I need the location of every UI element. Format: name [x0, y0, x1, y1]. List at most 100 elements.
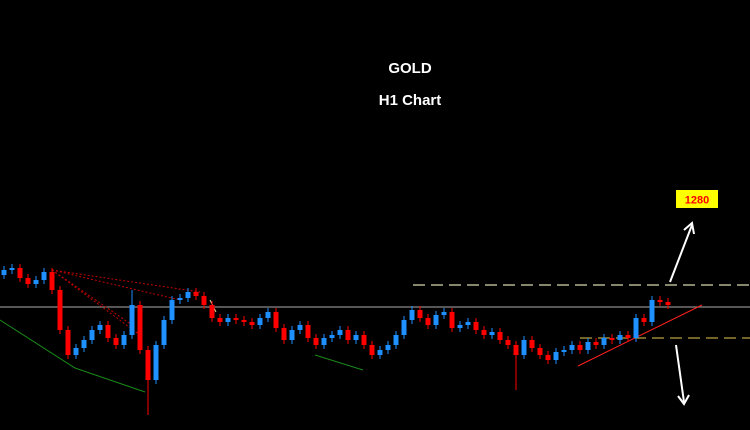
candle-body	[169, 300, 175, 320]
candle-body	[113, 338, 119, 345]
chart-subtitle: H1 Chart	[379, 92, 442, 109]
candle-body	[57, 290, 63, 330]
candle-body	[209, 305, 215, 318]
candle-body	[465, 322, 471, 325]
candle-body	[633, 318, 639, 338]
candle-body	[73, 348, 79, 355]
candle-body	[425, 318, 431, 325]
annotation-box	[676, 190, 718, 208]
candle-body	[145, 350, 151, 380]
candle-body	[433, 315, 439, 325]
candle-body	[329, 335, 335, 338]
fan-line	[51, 269, 181, 301]
candle-body	[569, 345, 575, 350]
candle-body	[601, 338, 607, 345]
down-arrow	[675, 344, 685, 403]
candle-body	[377, 350, 383, 355]
fan-lines	[51, 269, 201, 336]
candle-body	[609, 338, 615, 340]
candle-body	[449, 312, 455, 328]
candle-body	[489, 332, 495, 335]
candle-body	[409, 310, 415, 320]
arrow-head	[683, 221, 695, 235]
candle-body	[361, 335, 367, 345]
candle-body	[625, 335, 631, 338]
candle-body	[249, 322, 255, 325]
candle-body	[97, 325, 103, 330]
candle-body	[265, 312, 271, 318]
candle-body	[257, 318, 263, 325]
candle-body	[161, 320, 167, 345]
candle-body	[457, 325, 463, 328]
candle-body	[289, 330, 295, 340]
candle-body	[105, 325, 111, 338]
candle-body	[217, 318, 223, 322]
trendlines	[0, 269, 703, 393]
candle-body	[473, 322, 479, 330]
candle-body	[345, 330, 351, 340]
arrow-head	[677, 394, 690, 406]
candle-body	[49, 272, 55, 290]
up-arrow	[669, 224, 693, 283]
candle-body	[553, 352, 559, 360]
candle-body	[593, 342, 599, 345]
candle-body	[89, 330, 95, 340]
candle-body	[193, 292, 199, 296]
candle-body	[337, 330, 343, 335]
support-line	[314, 354, 364, 371]
candle-body	[577, 345, 583, 350]
candle-body	[121, 335, 127, 345]
candle-body	[393, 335, 399, 345]
candle-body	[537, 348, 543, 355]
candle-body	[129, 305, 135, 335]
candle-body	[281, 328, 287, 340]
candle-body	[305, 325, 311, 338]
candle-body	[513, 345, 519, 355]
candle-body	[657, 300, 663, 302]
candle-body	[1, 270, 7, 275]
candle-body	[273, 312, 279, 328]
fan-line	[51, 269, 201, 293]
candle-body	[41, 272, 47, 280]
candle-body	[497, 332, 503, 340]
fan-line	[51, 269, 133, 326]
candle-body	[65, 330, 71, 355]
candle-body	[521, 340, 527, 355]
candle-body	[617, 335, 623, 340]
candle-body	[137, 305, 143, 350]
candle-body	[33, 280, 39, 284]
candle-body	[649, 300, 655, 322]
candle-body	[561, 350, 567, 352]
candle-body	[353, 335, 359, 340]
candle-body	[225, 318, 231, 322]
candle-body	[385, 345, 391, 350]
candle-body	[185, 292, 191, 298]
candle-body	[81, 340, 87, 348]
candle-body	[25, 278, 31, 284]
candle-body	[585, 342, 591, 350]
candles	[1, 264, 671, 415]
candle-body	[441, 312, 447, 315]
candle-body	[297, 325, 303, 330]
annotation: 1280	[685, 195, 709, 207]
candle-body	[417, 310, 423, 318]
candle-body	[241, 320, 247, 322]
candle-body	[641, 318, 647, 322]
candle-body	[529, 340, 535, 348]
support-line	[0, 319, 146, 393]
candle-body	[153, 345, 159, 380]
rising-trendline	[577, 304, 703, 367]
candle-body	[313, 338, 319, 345]
candle-body	[545, 355, 551, 360]
candle-body	[665, 302, 671, 305]
candle-body	[505, 340, 511, 345]
chart-title: GOLD	[388, 60, 431, 77]
candle-body	[233, 318, 239, 320]
levels	[0, 284, 750, 339]
candle-body	[201, 296, 207, 305]
candle-body	[17, 268, 23, 278]
candle-body	[369, 345, 375, 355]
candle-body	[401, 320, 407, 335]
